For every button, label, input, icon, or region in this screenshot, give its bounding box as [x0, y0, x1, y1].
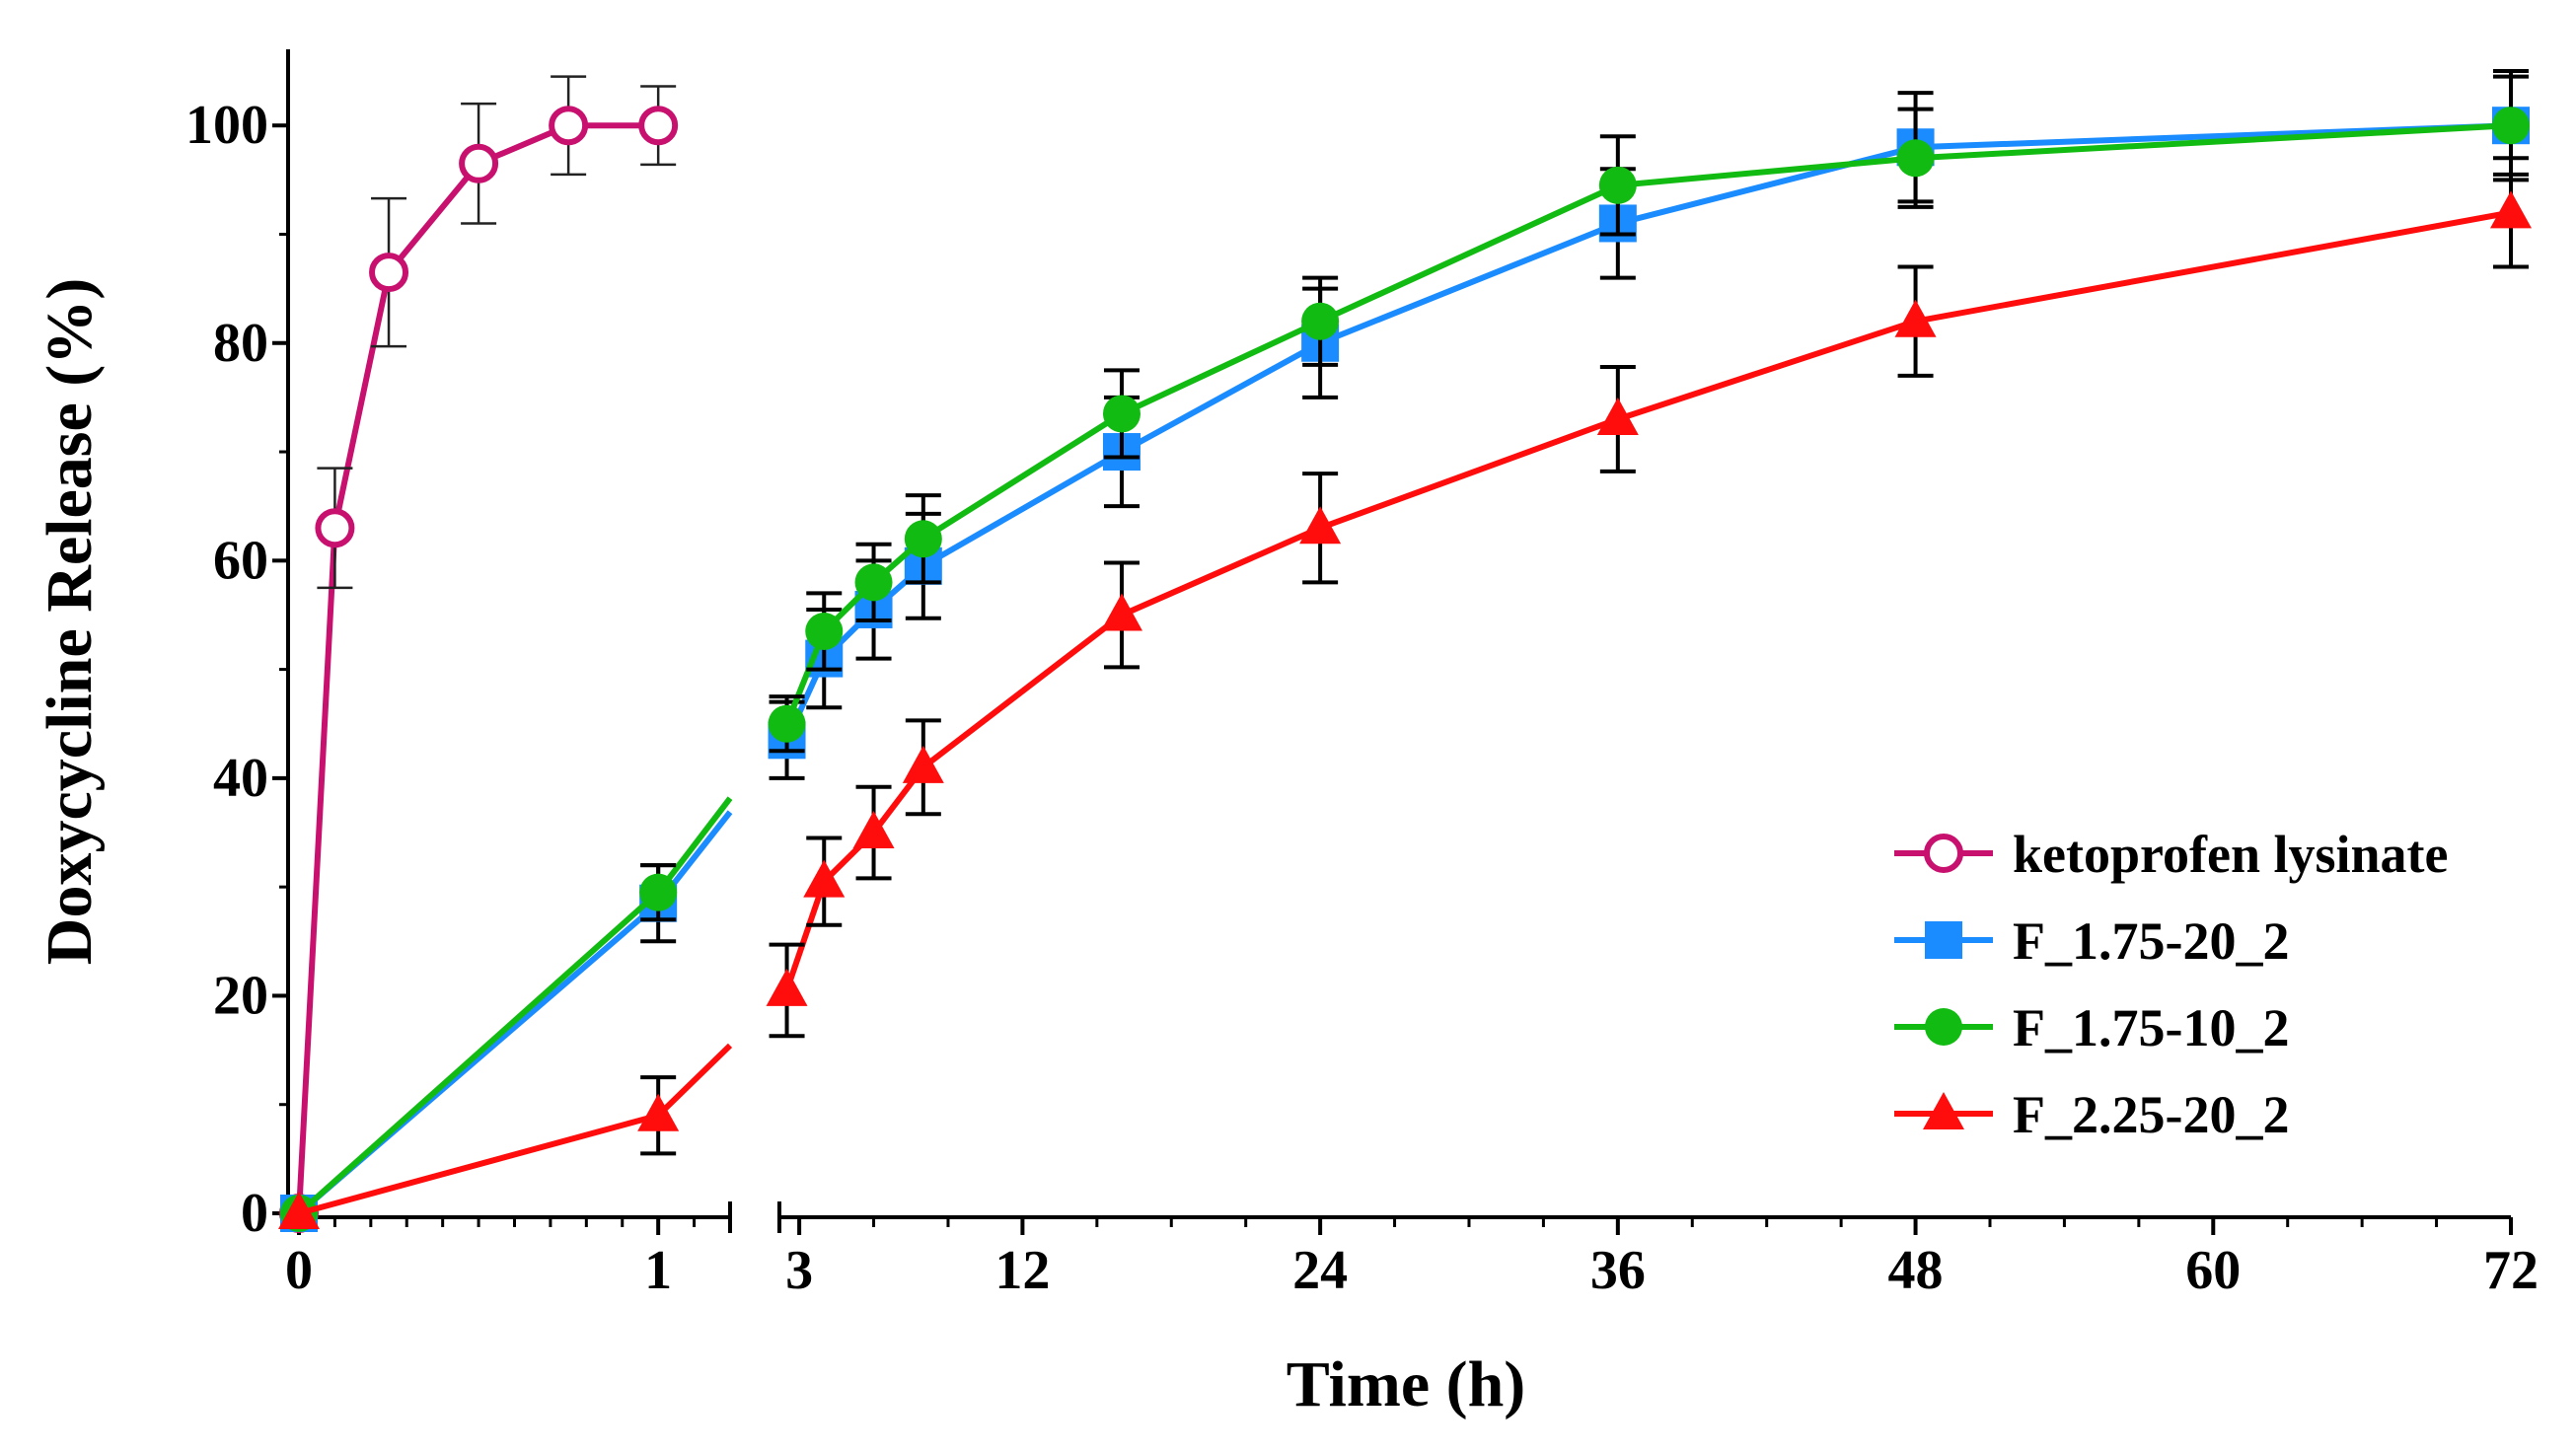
series-line-segment	[297, 890, 661, 1216]
y-tick-label: 40	[213, 748, 268, 809]
x-tick-label: 24	[1292, 1240, 1348, 1301]
x-tick-label: 3	[785, 1240, 813, 1301]
series-line-segment	[656, 1043, 733, 1118]
series-line-segment	[1915, 122, 2512, 162]
series-line-segment	[1617, 144, 1917, 227]
data-point	[1894, 299, 1937, 337]
data-point	[459, 143, 499, 183]
data-point	[638, 106, 679, 146]
legend-label: F_1.75-10_2	[2013, 998, 2289, 1057]
data-point	[315, 508, 355, 548]
data-point	[803, 859, 846, 898]
series-line-segment	[296, 528, 338, 1214]
data-point	[637, 1093, 680, 1131]
x-tick-label: 0	[285, 1240, 313, 1301]
legend-marker	[1924, 834, 1963, 873]
series-line-segment	[1318, 182, 1620, 325]
x-tick-label: 1	[644, 1240, 672, 1301]
data-point	[1301, 302, 1340, 340]
data-point	[549, 106, 589, 146]
x-tick-label: 60	[2185, 1240, 2241, 1301]
series-line-segment	[1616, 318, 1917, 422]
data-point	[278, 1192, 320, 1229]
data-point	[1896, 139, 1935, 178]
y-tick-label: 80	[213, 313, 268, 374]
data-point	[1100, 593, 1142, 631]
y-axis-title: Doxycycline Release (%)	[34, 278, 106, 965]
data-point	[768, 704, 806, 743]
series-line-segment	[298, 1112, 659, 1216]
data-point	[766, 968, 808, 1006]
series-line-segment	[1617, 155, 1916, 188]
legend-marker	[1923, 1092, 1964, 1129]
data-point	[369, 253, 409, 293]
data-point	[1102, 395, 1141, 433]
data-point	[1299, 506, 1342, 545]
axes-group: 0 20 40 60 80 100 0 1 3 12 24 36 48 60 72	[185, 49, 2539, 1301]
legend-marker	[1925, 1008, 1962, 1046]
series-4	[278, 156, 2532, 1229]
legend-item-3: F_1.75-10_2	[1894, 998, 2289, 1057]
legend-label: F_1.75-20_2	[2013, 911, 2289, 971]
series-group	[278, 69, 2532, 1233]
y-tick-label: 60	[213, 530, 268, 591]
series-line-segment	[1915, 209, 2512, 325]
x-tick-label: 12	[994, 1240, 1050, 1301]
data-point	[852, 811, 895, 849]
series-line-segment	[1120, 525, 1322, 618]
data-point	[639, 873, 678, 911]
data-point	[805, 613, 844, 650]
series-line-segment	[921, 410, 1124, 542]
series-line-segment	[1319, 416, 1619, 532]
legend-item-4: F_2.25-20_2	[1894, 1085, 2289, 1144]
x-tick-label: 48	[1888, 1240, 1944, 1301]
legend-label: ketoprofen lysinate	[2013, 825, 2449, 884]
legend: ketoprofen lysinate F_1.75-20_2 F_1.75-10_…	[1894, 825, 2449, 1144]
series-2	[280, 69, 2530, 1232]
legend-item-1: ketoprofen lysinate	[1894, 825, 2449, 884]
legend-marker	[1925, 921, 1962, 959]
y-tick-label: 100	[185, 95, 268, 156]
data-point	[902, 745, 944, 783]
data-point	[904, 520, 942, 558]
series-line-segment	[1319, 220, 1619, 346]
data-point	[1596, 397, 1639, 435]
series-line-segment	[783, 880, 828, 991]
y-tick-label: 0	[241, 1183, 268, 1244]
series-line-segment	[386, 161, 481, 274]
series-line-segment	[921, 613, 1124, 770]
series-3	[280, 74, 2530, 1232]
legend-label: F_2.25-20_2	[2013, 1085, 2289, 1144]
x-tick-label: 72	[2483, 1240, 2539, 1301]
data-point	[2490, 190, 2532, 229]
series-line-segment	[1120, 340, 1322, 455]
series-line-segment	[655, 796, 733, 895]
y-tick-label: 20	[213, 965, 268, 1026]
data-point	[854, 563, 893, 602]
legend-item-2: F_1.75-20_2	[1894, 911, 2289, 971]
series-line-segment	[1120, 318, 1322, 417]
series-line-segment	[331, 271, 392, 529]
x-axis-title: Time (h)	[1287, 1348, 1526, 1420]
x-tick-label: 36	[1590, 1240, 1646, 1301]
data-point	[2492, 107, 2530, 145]
series-line-segment	[921, 449, 1124, 569]
data-point	[1598, 166, 1637, 204]
